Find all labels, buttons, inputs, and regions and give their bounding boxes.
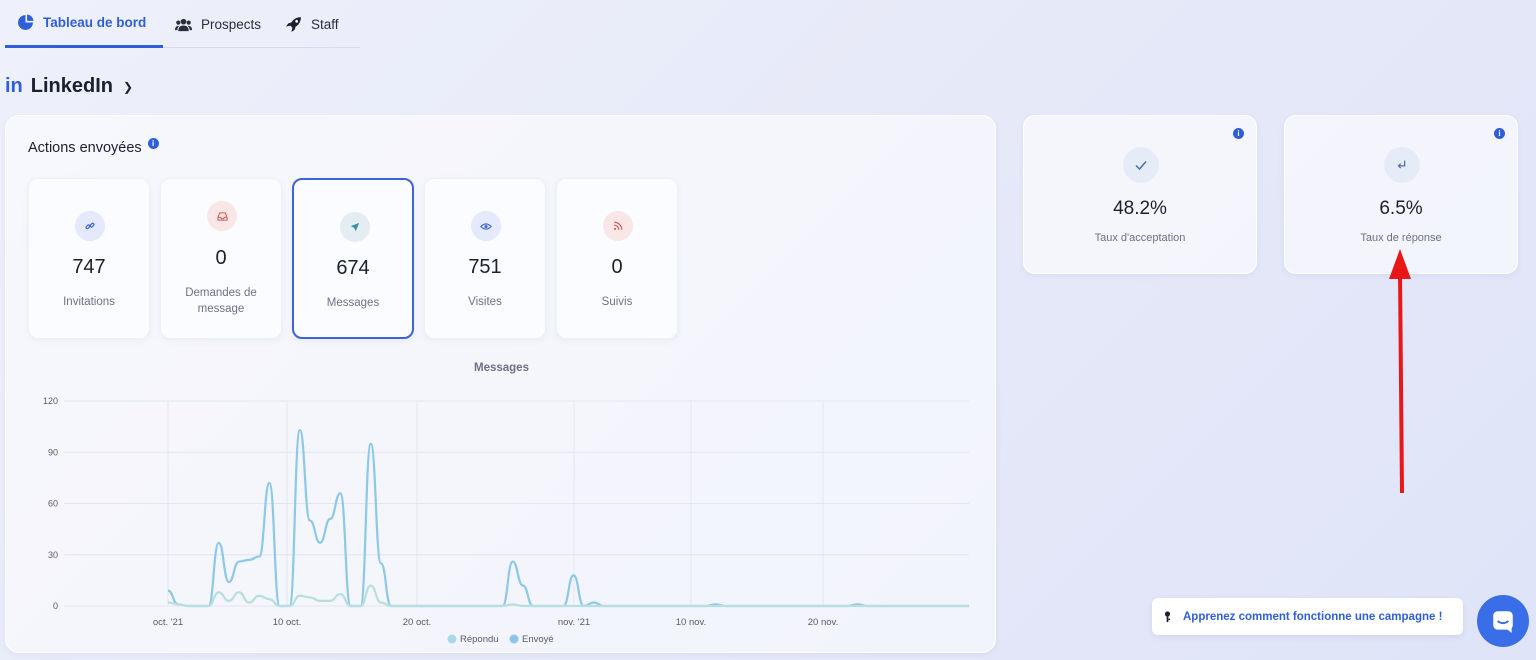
tab-label: Tableau de bord	[43, 15, 147, 30]
check-icon	[1123, 147, 1159, 183]
key-icon	[1164, 610, 1171, 622]
rss-icon	[603, 211, 633, 241]
chevron-down-icon[interactable]: ❯	[123, 79, 134, 94]
kpi-taux-reponse: i 6.5% Taux de réponse	[1284, 115, 1518, 274]
x-tick-label: 20 nov.	[808, 617, 838, 628]
panel-title-text: Actions envoyées	[28, 140, 142, 156]
series-line-envoye	[167, 428, 969, 608]
series-line-repondu	[167, 584, 969, 608]
card-label: Demandes de message	[185, 287, 257, 315]
card-label: Invitations	[63, 296, 115, 308]
send-icon	[340, 212, 370, 242]
x-tick-label: 10 oct.	[273, 617, 302, 628]
tab-label: Prospects	[201, 16, 262, 32]
y-tick-label: 0	[53, 601, 58, 611]
kpi-taux-acceptation: i 48.2% Taux d'acceptation	[1023, 115, 1257, 274]
y-tick-label: 30	[48, 550, 58, 560]
card-value: 751	[468, 256, 502, 278]
panel-title: Actions envoyées i	[28, 137, 159, 156]
tab-tableau-de-bord[interactable]: Tableau de bord	[5, 0, 163, 48]
info-icon[interactable]: i	[1494, 128, 1505, 139]
kpi-label: Taux de réponse	[1360, 232, 1442, 244]
card-messages[interactable]: 674 Messages	[292, 178, 414, 339]
legend-marker	[447, 634, 457, 644]
y-tick-label: 120	[43, 396, 58, 406]
card-label: Suivis	[601, 296, 633, 308]
card-visites[interactable]: 751 Visites	[424, 178, 546, 339]
action-cards: 747 Invitations 0 Demandes de message 67…	[28, 178, 678, 339]
kpi-label: Taux d'acceptation	[1094, 232, 1186, 244]
linkedin-icon: in	[5, 75, 23, 97]
messages-chart: 120 90 60 30 0 oct. '21 10 oct. 20 oct. nov. '2…	[43, 396, 969, 645]
card-demandes-de-message[interactable]: 0 Demandes de message	[160, 178, 282, 339]
x-tick-label: oct. '21	[153, 617, 183, 628]
card-value: 0	[611, 256, 623, 278]
help-campaign-link[interactable]: Apprenez comment fonctionne une campagne…	[1152, 598, 1463, 635]
main-tabs: Tableau de bord Prospects Staff	[5, 0, 360, 48]
card-suivis[interactable]: 0 Suivis	[556, 178, 678, 339]
actions-panel: Actions envoyées i 747 Invitations 0 Dem…	[5, 115, 996, 653]
card-value: 0	[215, 247, 227, 269]
eye-icon	[471, 211, 501, 241]
chat-icon	[1493, 611, 1513, 633]
tab-label: Staff	[311, 16, 339, 32]
x-tick-label: 20 oct.	[403, 617, 432, 628]
info-icon[interactable]: i	[147, 137, 159, 149]
kpi-value: 48.2%	[1113, 198, 1167, 219]
inbox-icon	[207, 201, 237, 231]
legend-label[interactable]: Envoyé	[522, 634, 554, 645]
x-tick-label: nov. '21	[558, 617, 590, 628]
tab-prospects[interactable]: Prospects	[163, 0, 273, 48]
card-value: 674	[336, 257, 370, 279]
red-arrow-annotation	[1389, 249, 1411, 494]
card-invitations[interactable]: 747 Invitations	[28, 178, 150, 339]
y-tick-label: 60	[48, 499, 58, 509]
tab-staff[interactable]: Staff	[273, 0, 351, 48]
pie-chart-icon	[18, 14, 34, 30]
rocket-icon	[286, 16, 301, 32]
card-label: Visites	[468, 296, 502, 308]
chat-button[interactable]	[1477, 595, 1529, 647]
network-name: LinkedIn	[30, 75, 114, 97]
chart-title: Messages	[474, 362, 529, 374]
users-icon	[175, 18, 192, 31]
kpi-value: 6.5%	[1379, 198, 1423, 219]
info-icon[interactable]: i	[1233, 128, 1244, 139]
network-selector[interactable]: in LinkedIn ❯	[5, 75, 133, 98]
help-label: Apprenez comment fonctionne une campagne…	[1183, 610, 1443, 623]
card-value: 747	[72, 256, 106, 278]
legend-marker	[509, 634, 519, 644]
link-icon	[75, 211, 105, 241]
x-tick-label: 10 nov.	[676, 617, 706, 628]
card-label: Messages	[326, 297, 380, 309]
legend-label[interactable]: Répondu	[460, 634, 499, 645]
y-tick-label: 90	[48, 447, 58, 457]
reply-icon	[1384, 147, 1420, 183]
